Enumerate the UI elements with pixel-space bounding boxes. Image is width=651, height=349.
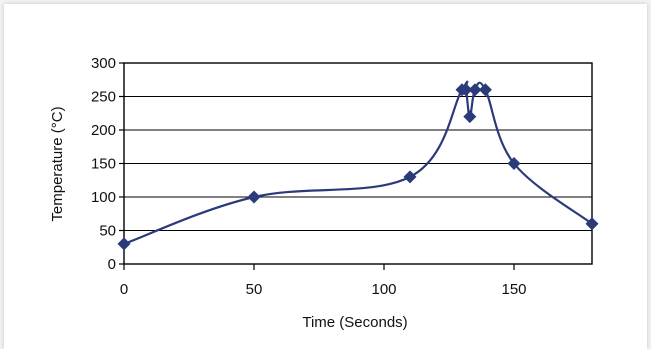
data-point-marker xyxy=(459,83,473,97)
y-tick-label: 100 xyxy=(91,189,116,206)
grid-lines xyxy=(124,96,592,231)
y-tick-label: 0 xyxy=(108,256,116,273)
data-point-marker xyxy=(478,83,492,97)
series-markers xyxy=(117,83,599,251)
axis-ticks: 0 50 100 150 200 250 300 0 50 100 150 xyxy=(91,55,527,298)
y-tick-label: 150 xyxy=(91,156,116,173)
y-axis-title: Temperature (°C) xyxy=(49,106,66,221)
x-tick-label: 0 xyxy=(120,281,128,298)
data-point-marker xyxy=(585,217,599,231)
y-tick-label: 250 xyxy=(91,89,116,106)
data-point-marker xyxy=(507,157,521,170)
y-tick-label: 200 xyxy=(91,122,116,139)
data-point-marker xyxy=(247,190,261,204)
data-point-marker xyxy=(468,83,482,97)
x-axis-title: Time (Seconds) xyxy=(302,314,407,331)
x-tick-label: 50 xyxy=(246,281,263,298)
data-point-marker xyxy=(463,110,477,124)
series-line xyxy=(123,80,593,245)
y-tick-label: 50 xyxy=(99,223,116,240)
x-tick-label: 150 xyxy=(501,281,526,298)
data-point-marker xyxy=(117,237,131,251)
data-point-marker xyxy=(403,170,417,184)
y-tick-label: 300 xyxy=(91,55,116,72)
chart-card xyxy=(4,4,647,349)
x-tick-label: 100 xyxy=(371,281,396,298)
